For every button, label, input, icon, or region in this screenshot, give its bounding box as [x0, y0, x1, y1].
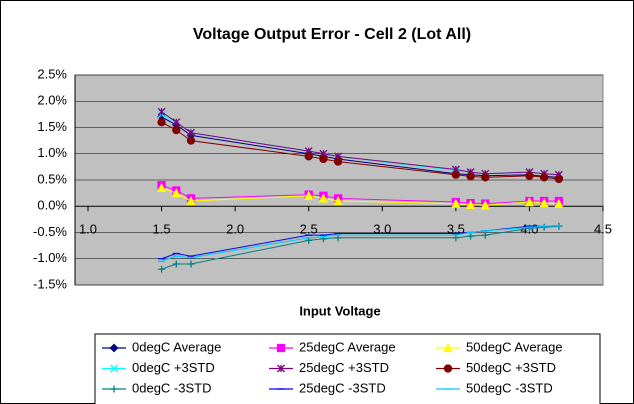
- marker: [157, 182, 167, 193]
- marker: [109, 343, 119, 353]
- marker: [186, 136, 196, 145]
- x-tick-label: 1.0: [79, 222, 97, 237]
- marker: [480, 200, 490, 210]
- marker: [466, 199, 476, 209]
- x-tick-label: 3.0: [373, 222, 391, 237]
- marker: [187, 260, 195, 268]
- legend-label: 0degC +3STD: [132, 360, 215, 375]
- marker: [443, 343, 453, 353]
- legend-label: 50degC -3STD: [466, 380, 553, 395]
- marker: [554, 198, 564, 208]
- marker: [304, 190, 314, 200]
- marker: [539, 198, 549, 208]
- marker: [443, 364, 453, 373]
- y-tick-label: 0.0%: [37, 198, 67, 213]
- marker: [539, 173, 549, 182]
- marker: [158, 265, 166, 273]
- x-tick-label: 2.0: [226, 222, 244, 237]
- x-tick-label: 1.5: [153, 222, 171, 237]
- marker: [319, 154, 328, 164]
- marker: [451, 170, 461, 179]
- legend-label: 50degC +3STD: [466, 360, 556, 375]
- marker: [318, 193, 328, 203]
- marker: [110, 364, 118, 373]
- marker: [467, 232, 475, 240]
- legend-label: 0degC -3STD: [132, 380, 211, 395]
- x-tick-label: 2.5: [300, 222, 318, 237]
- legend-label: 50degC Average: [466, 339, 563, 354]
- y-tick-label: 0.5%: [37, 171, 67, 186]
- marker: [110, 385, 118, 393]
- marker: [277, 364, 285, 373]
- marker: [276, 343, 286, 353]
- x-axis-label: Input Voltage: [299, 303, 380, 318]
- y-tick-label: -1.0%: [33, 250, 67, 265]
- y-tick-label: -1.5%: [33, 276, 67, 291]
- marker: [333, 157, 343, 166]
- marker: [333, 196, 343, 206]
- marker: [554, 174, 564, 184]
- marker: [186, 196, 196, 206]
- y-tick-label: 1.0%: [37, 145, 67, 160]
- y-tick-label: 2.0%: [37, 93, 67, 108]
- marker: [481, 173, 490, 182]
- marker: [481, 231, 489, 239]
- legend-box: [94, 333, 601, 404]
- y-tick-label: -0.5%: [33, 224, 67, 239]
- marker: [172, 125, 181, 135]
- y-tick-label: 1.5%: [37, 119, 67, 134]
- marker: [525, 171, 534, 180]
- legend-label: 25degC Average: [299, 339, 396, 354]
- marker: [172, 118, 181, 127]
- marker: [171, 188, 181, 198]
- chart-title: Voltage Output Error - Cell 2 (Lot All): [193, 26, 471, 43]
- marker: [187, 128, 195, 137]
- legend-label: 0degC Average: [132, 339, 221, 354]
- marker: [540, 223, 548, 231]
- marker: [451, 198, 461, 208]
- y-tick-label: 2.5%: [37, 66, 67, 81]
- legend-label: 25degC +3STD: [299, 360, 389, 375]
- marker: [466, 172, 475, 181]
- x-tick-label: 4.5: [594, 222, 612, 237]
- marker: [157, 118, 166, 127]
- marker: [157, 107, 166, 116]
- legend-label: 25degC -3STD: [299, 380, 386, 395]
- marker: [172, 260, 180, 268]
- marker: [524, 197, 534, 207]
- marker: [304, 152, 313, 161]
